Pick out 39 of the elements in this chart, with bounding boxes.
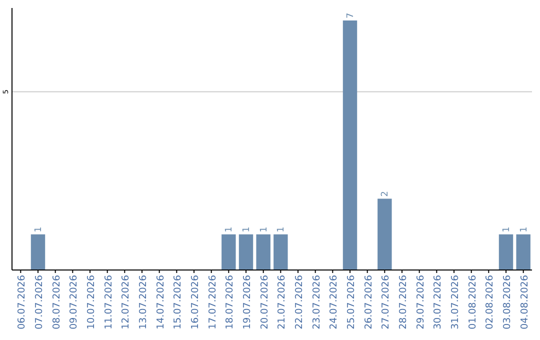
x-tick-label: 22.07.2026: [294, 275, 305, 330]
x-tick-label: 30.07.2026: [432, 275, 444, 330]
x-tick-label: 01.08.2026: [467, 275, 478, 330]
data-label: 1: [519, 226, 530, 232]
data-label: 1: [276, 226, 287, 232]
x-tick-label: 31.07.2026: [450, 275, 461, 330]
x-tick-label: 18.07.2026: [224, 275, 236, 330]
x-tick-label: 13.07.2026: [138, 275, 149, 330]
x-tick-label: 11.07.2026: [103, 275, 114, 330]
x-tick-label: 20.07.2026: [259, 275, 270, 330]
data-label: 1: [34, 226, 44, 232]
data-label: 1: [502, 226, 512, 232]
x-tick-label: 25.07.2026: [346, 275, 357, 330]
x-tick-label: 28.07.2026: [398, 275, 409, 330]
x-tick-label: 21.07.2026: [276, 275, 288, 330]
x-tick-label: 07.07.2026: [34, 275, 45, 330]
x-tick-label: 27.07.2026: [380, 275, 392, 330]
x-tick-label: 10.07.2026: [86, 275, 97, 330]
x-tick-label: 14.07.2026: [155, 275, 166, 330]
x-tick-label: 19.07.2026: [242, 275, 253, 330]
x-tick-label: 04.08.2026: [519, 275, 530, 330]
x-tick-label: 08.07.2026: [51, 275, 62, 330]
data-label: 2: [380, 190, 391, 197]
x-tick-label: 26.07.2026: [363, 275, 374, 330]
x-tick-label: 02.08.2026: [484, 275, 496, 330]
x-tick-label: 09.07.2026: [68, 275, 80, 330]
x-tick-label: 16.07.2026: [190, 275, 201, 330]
data-label: 7: [346, 12, 356, 18]
x-tick-label: 24.07.2026: [328, 275, 340, 330]
x-tick-label: 23.07.2026: [311, 275, 322, 330]
x-tick-label: 03.08.2026: [502, 275, 513, 330]
x-tick-label: 17.07.2026: [207, 275, 218, 330]
data-label: 1: [224, 226, 235, 232]
x-tick-label: 15.07.2026: [172, 275, 184, 330]
x-tick-label: 06.07.2026: [16, 275, 28, 330]
data-label: 1: [259, 226, 270, 232]
x-tick-label: 29.07.2026: [415, 275, 426, 330]
x-tick-label: 12.07.2026: [120, 275, 132, 330]
data-label: 1: [242, 226, 252, 232]
